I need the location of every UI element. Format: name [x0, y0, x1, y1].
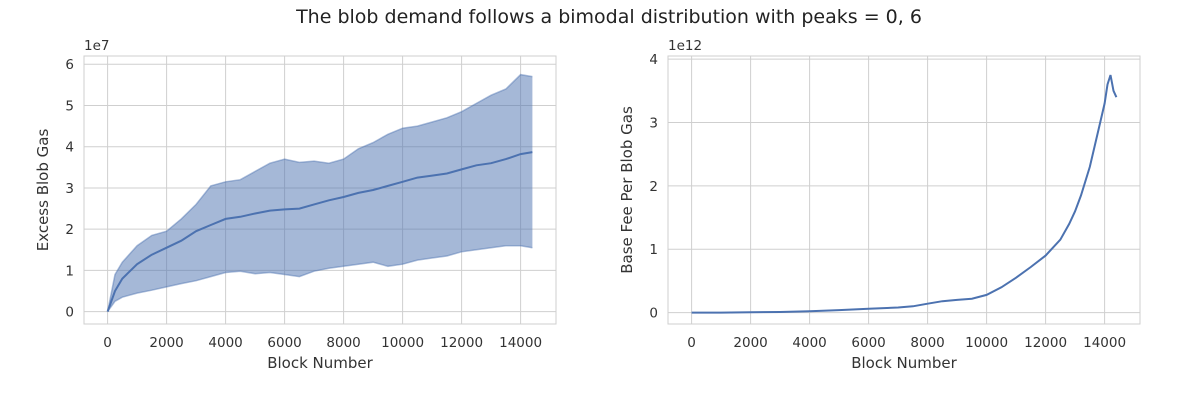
- figure-title: The blob demand follows a bimodal distri…: [295, 6, 922, 28]
- x-tick-label: 12000: [1024, 335, 1067, 351]
- y-tick-label: 3: [649, 116, 658, 132]
- confidence-band: [107, 74, 533, 312]
- y-offset-text: 1e12: [668, 38, 702, 54]
- y-tick-label: 1: [65, 263, 74, 279]
- x-tick-label: 0: [687, 335, 696, 351]
- x-axis-label: Block Number: [267, 354, 373, 372]
- y-tick-label: 4: [649, 52, 658, 68]
- x-tick-label: 8000: [326, 335, 360, 351]
- mean-line: [106, 151, 533, 312]
- plot-frame: [667, 55, 1141, 325]
- plot-frame: [83, 55, 557, 325]
- x-tick-label: 14000: [499, 335, 542, 351]
- y-tick-label: 2: [649, 179, 658, 195]
- y-offset-text: 1e7: [84, 38, 109, 54]
- band-lower-edge: [106, 244, 533, 313]
- y-tick-label: 0: [65, 305, 74, 321]
- base-fee-line: [691, 74, 1118, 314]
- y-axis-label: Excess Blob Gas: [34, 129, 52, 252]
- y-tick-label: 1: [649, 242, 658, 258]
- x-tick-label: 10000: [381, 335, 424, 351]
- y-tick-label: 4: [65, 140, 74, 156]
- x-tick-label: 0: [103, 335, 112, 351]
- excess-blob-gas-chart: 0 2000 4000 6000 8000 10000 12000 14000 0 1 2 3 4 5 6…: [34, 38, 557, 372]
- x-tick-label: 6000: [267, 335, 301, 351]
- y-tick-label: 5: [65, 98, 74, 114]
- x-tick-label: 6000: [851, 335, 885, 351]
- x-tick-label: 12000: [440, 335, 483, 351]
- band-upper-edge: [106, 73, 533, 312]
- base-fee-chart: 0 2000 4000 6000 8000 10000 12000 14000 0 1 2 3 4 B…: [618, 38, 1141, 372]
- x-tick-label: 4000: [792, 335, 826, 351]
- x-axis-label: Block Number: [851, 354, 957, 372]
- y-tick-label: 0: [649, 306, 658, 322]
- x-tick-label: 2000: [733, 335, 767, 351]
- x-tick-label: 4000: [208, 335, 242, 351]
- y-tick-label: 3: [65, 181, 74, 197]
- y-tick-label: 2: [65, 222, 74, 238]
- y-axis-label: Base Fee Per Blob Gas: [618, 106, 636, 274]
- x-tick-label: 2000: [149, 335, 183, 351]
- y-tick-label: 6: [65, 57, 74, 73]
- x-tick-label: 14000: [1083, 335, 1126, 351]
- x-tick-label: 10000: [965, 335, 1008, 351]
- x-tick-label: 8000: [910, 335, 944, 351]
